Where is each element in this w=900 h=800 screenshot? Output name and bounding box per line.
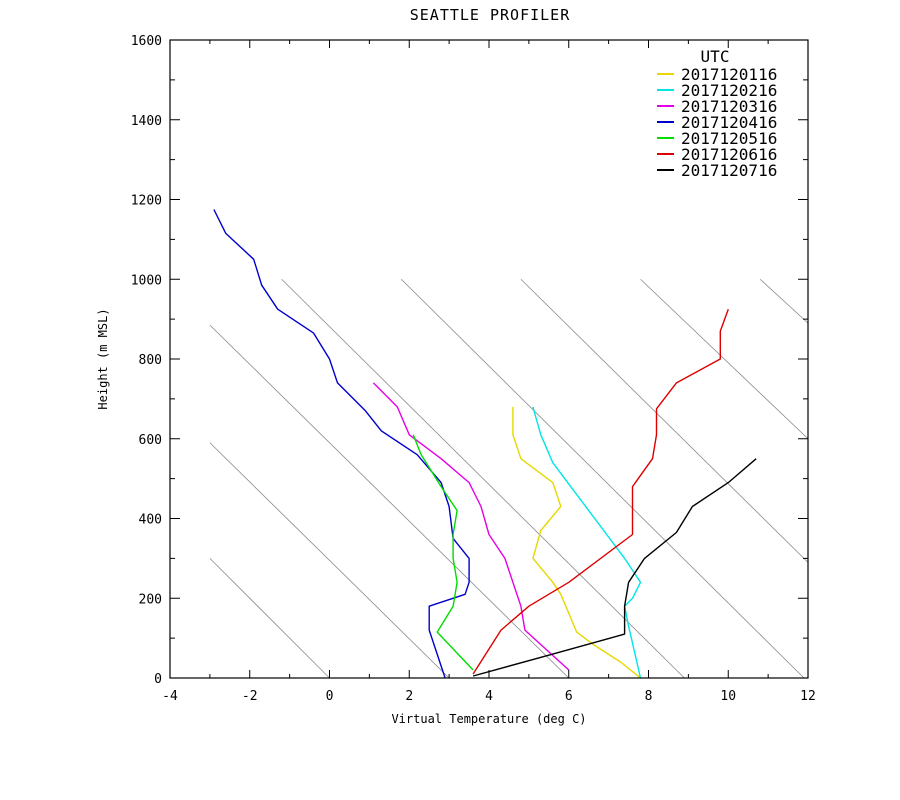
y-tick-label: 1200 xyxy=(131,194,162,209)
y-tick-label: 1400 xyxy=(131,114,162,129)
reference-lines xyxy=(209,278,809,679)
x-tick-label: 12 xyxy=(800,689,816,704)
series-line-2017120616 xyxy=(472,308,729,675)
legend-label: 2017120116 xyxy=(681,65,777,84)
y-tick-label: 0 xyxy=(154,672,162,687)
reference-line-3 xyxy=(281,278,685,679)
x-tick-label: -2 xyxy=(242,689,258,704)
y-tick-label: 600 xyxy=(139,433,162,448)
x-tick-label: 4 xyxy=(485,689,493,704)
legend-label: 2017120216 xyxy=(681,81,777,100)
series-line-2017120216 xyxy=(532,406,642,679)
x-tick-label: 2 xyxy=(405,689,413,704)
reference-line-4 xyxy=(400,278,805,679)
x-tick-label: -4 xyxy=(162,689,178,704)
legend-label: 2017120316 xyxy=(681,97,777,116)
series-line-2017120716 xyxy=(472,458,757,677)
series-line-2017120116 xyxy=(512,406,641,679)
series-layer xyxy=(213,209,757,679)
series-line-2017120516 xyxy=(412,434,474,671)
reference-line-7 xyxy=(759,278,809,324)
x-axis: -4 -2 0 2 4 6 8 10 12 xyxy=(162,40,816,704)
x-tick-label: 6 xyxy=(565,689,573,704)
reference-line-6 xyxy=(640,278,809,440)
chart-title: SEATTLE PROFILER xyxy=(410,6,571,24)
series-line-2017120416 xyxy=(213,209,470,679)
x-axis-label: Virtual Temperature (deg C) xyxy=(391,712,586,726)
reference-line-5 xyxy=(520,278,809,563)
legend-label: 2017120616 xyxy=(681,145,777,164)
reference-line-2 xyxy=(209,324,570,679)
y-tick-label: 400 xyxy=(139,513,162,528)
reference-line-1 xyxy=(209,442,450,679)
legend-label: 2017120716 xyxy=(681,161,777,180)
y-tick-label: 200 xyxy=(139,592,162,607)
legend: UTC 201712011620171202162017120316201712… xyxy=(657,47,777,180)
x-tick-label: 8 xyxy=(645,689,653,704)
y-axis-label: Height (m MSL) xyxy=(96,308,110,409)
reference-line-0 xyxy=(209,558,330,679)
y-axis: 0 200 400 600 800 1000 1200 1400 1600 xyxy=(131,34,808,687)
series-line-2017120316 xyxy=(372,382,570,671)
x-tick-label: 10 xyxy=(720,689,736,704)
legend-title: UTC xyxy=(701,47,730,66)
y-tick-label: 1000 xyxy=(131,273,162,288)
legend-label: 2017120516 xyxy=(681,129,777,148)
legend-label: 2017120416 xyxy=(681,113,777,132)
y-tick-label: 800 xyxy=(139,353,162,368)
x-tick-label: 0 xyxy=(326,689,334,704)
y-tick-label: 1600 xyxy=(131,34,162,49)
